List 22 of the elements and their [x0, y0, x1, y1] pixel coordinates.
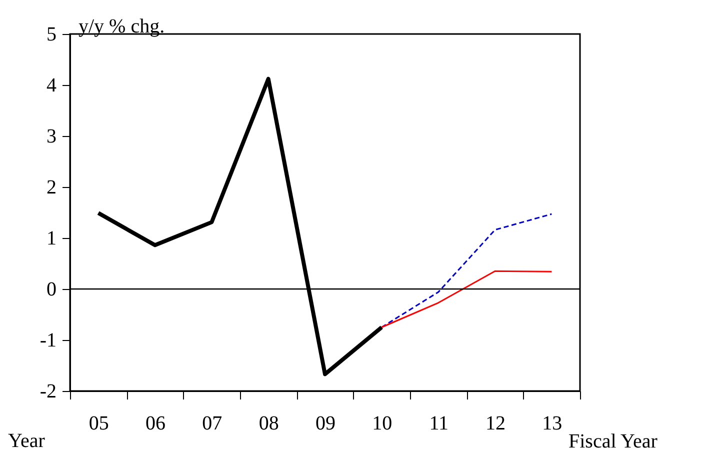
y-tick-label: 5 — [46, 24, 56, 46]
x-tick-label: 12 — [486, 412, 506, 434]
x-tick-label: 07 — [202, 412, 222, 434]
x-tick-label: 06 — [146, 412, 166, 434]
x-tick-label: 10 — [372, 412, 392, 434]
x-tick-label: 05 — [88, 412, 109, 434]
line-series — [380, 270, 552, 328]
y-tick-label: 2 — [46, 176, 56, 198]
x-axis-title: Fiscal Year — [568, 430, 658, 452]
text: Year — [8, 430, 46, 452]
x-tick-label: 09 — [316, 412, 336, 434]
y-tick-label: -2 — [40, 380, 56, 402]
y-tick-label: 4 — [46, 74, 56, 96]
y-tick-label: 3 — [46, 126, 56, 148]
x-tick-label: 08 — [258, 412, 279, 434]
x-tick-label: 11 — [429, 412, 448, 434]
line-series — [380, 213, 552, 328]
x-tick-label: 13 — [542, 412, 562, 434]
y-tick-label: 1 — [46, 228, 56, 250]
y-axis-title: y/y % chg. — [78, 16, 165, 38]
y-tick-label: -1 — [40, 330, 56, 352]
y-tick-label: 0 — [46, 278, 56, 300]
